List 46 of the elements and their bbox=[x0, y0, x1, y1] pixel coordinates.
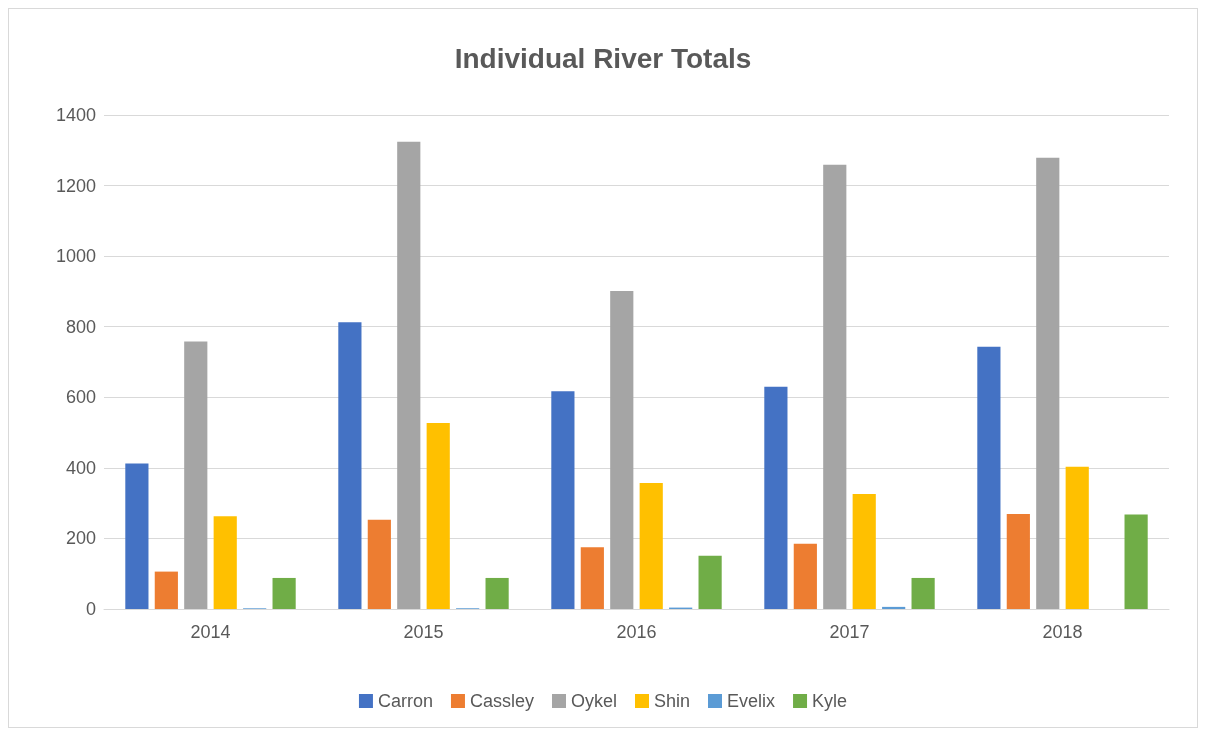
y-tick-label: 0 bbox=[85, 599, 96, 619]
bar bbox=[551, 391, 575, 609]
bar bbox=[485, 577, 509, 609]
bar bbox=[397, 141, 421, 609]
y-tick-label: 600 bbox=[65, 387, 96, 408]
bar bbox=[882, 606, 906, 609]
bar bbox=[1006, 514, 1030, 609]
legend-label: Evelix bbox=[727, 691, 776, 711]
bar bbox=[1036, 157, 1060, 609]
bar bbox=[610, 291, 634, 609]
y-tick-label: 1400 bbox=[55, 105, 96, 125]
y-tick-label: 1200 bbox=[55, 175, 96, 196]
legend-label: Cassley bbox=[469, 691, 534, 711]
bar bbox=[367, 519, 391, 609]
x-tick-label: 2015 bbox=[403, 622, 444, 642]
bar bbox=[125, 463, 149, 609]
bar bbox=[272, 577, 296, 609]
legend-label: Carron bbox=[377, 691, 433, 711]
legend-label: Oykel bbox=[570, 691, 617, 711]
bar bbox=[977, 346, 1001, 609]
y-tick-label: 400 bbox=[65, 457, 96, 478]
bar bbox=[1065, 466, 1089, 609]
legend-label: Shin bbox=[654, 691, 691, 711]
bar bbox=[338, 322, 362, 609]
bar bbox=[184, 341, 208, 609]
bar bbox=[764, 386, 788, 609]
y-tick-label: 800 bbox=[65, 316, 96, 337]
bar bbox=[426, 423, 450, 609]
bar bbox=[1124, 514, 1148, 609]
y-tick-label: 200 bbox=[65, 528, 96, 549]
x-tick-label: 2016 bbox=[616, 622, 657, 642]
bar bbox=[580, 547, 604, 609]
bar bbox=[213, 516, 237, 609]
bar bbox=[639, 483, 663, 609]
bar bbox=[823, 164, 847, 609]
y-tick-label: 1000 bbox=[55, 246, 96, 267]
x-tick-label: 2014 bbox=[190, 622, 231, 642]
legend-label: Kyle bbox=[812, 691, 848, 711]
x-tick-label: 2017 bbox=[829, 622, 870, 642]
chart-title: Individual River Totals bbox=[454, 42, 752, 74]
bar bbox=[911, 577, 935, 609]
bar bbox=[698, 555, 722, 609]
bar bbox=[852, 493, 876, 609]
x-tick-label: 2018 bbox=[1042, 622, 1083, 642]
bar bbox=[793, 543, 817, 609]
bar bbox=[154, 571, 178, 609]
